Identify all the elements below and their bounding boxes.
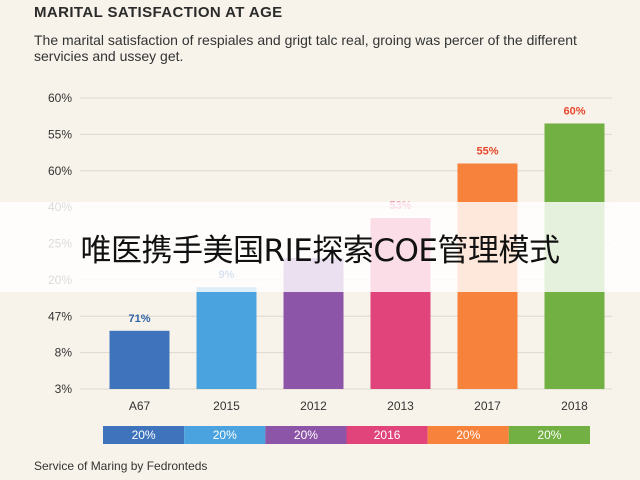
bottom-strip-cell: [103, 426, 185, 444]
bottom-strip-label: 20%: [537, 428, 561, 442]
y-tick-label: 8%: [55, 346, 73, 360]
y-tick-label: 3%: [55, 382, 73, 396]
y-tick-label: 60%: [48, 91, 72, 105]
bottom-strip-label: 20%: [213, 428, 237, 442]
x-tick-label: 2013: [387, 399, 414, 413]
banner-text: 唯医携手美国RIE探索COE管理模式: [80, 232, 560, 269]
bar: [109, 330, 170, 389]
data-label: 55%: [476, 145, 498, 157]
x-tick-label: 2017: [474, 399, 501, 413]
data-label: 71%: [128, 313, 150, 325]
data-label: 60%: [563, 105, 585, 117]
y-tick-label: 47%: [48, 309, 72, 323]
x-tick-label: 2012: [300, 399, 327, 413]
footer-source: Service of Maring by Fedronteds: [34, 459, 208, 473]
overlay-banner: 唯医携手美国RIE探索COE管理模式: [0, 202, 640, 292]
bottom-strip-label: 20%: [456, 428, 480, 442]
bottom-strip-cell: [508, 426, 590, 444]
bar: [196, 287, 257, 389]
chart-title: MARITAL SATISFACTION AT AGE: [34, 4, 283, 21]
bottom-strip-cell: [265, 426, 347, 444]
bottom-strip-cell: [184, 426, 266, 444]
x-tick-label: A67: [129, 399, 151, 413]
x-tick-label: 2018: [561, 399, 588, 413]
bottom-strip-cell: [427, 426, 509, 444]
x-tick-label: 2015: [213, 399, 240, 413]
bottom-strip-label: 20%: [294, 428, 318, 442]
y-tick-label: 55%: [48, 127, 72, 141]
y-tick-label: 60%: [48, 164, 72, 178]
bottom-strip-label: 2016: [374, 428, 401, 442]
bottom-strip-cell: [346, 426, 428, 444]
chart-subtitle: The marital satisfaction of respiales an…: [34, 32, 577, 64]
bottom-strip-label: 20%: [132, 428, 156, 442]
